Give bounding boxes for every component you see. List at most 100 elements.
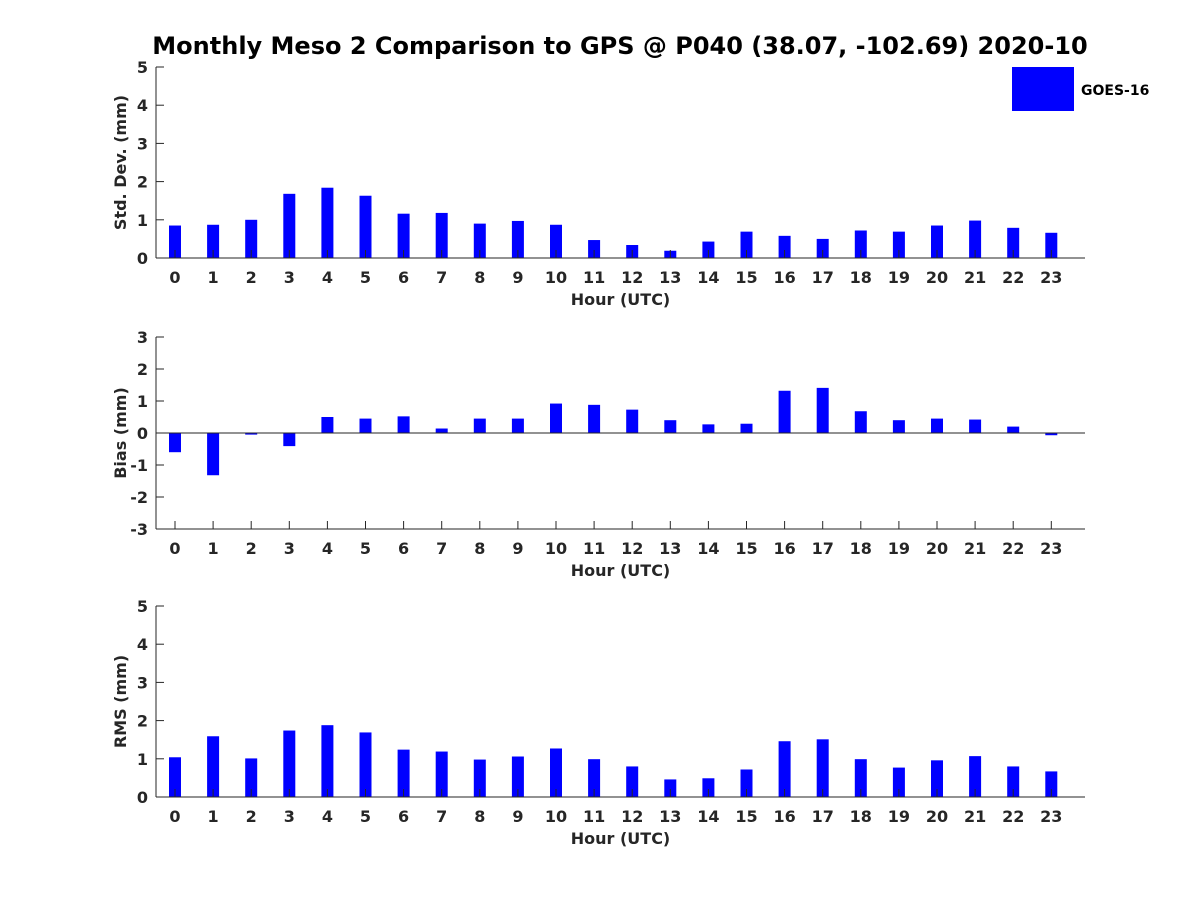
y-tick-label: 3 — [137, 673, 148, 692]
x-tick-label: 12 — [621, 268, 643, 287]
x-tick-label: 15 — [735, 268, 757, 287]
x-tick-label: 22 — [1002, 807, 1024, 826]
x-tick-label: 0 — [169, 807, 180, 826]
bar-hour-6 — [397, 213, 410, 258]
bar-hour-2 — [245, 219, 258, 258]
x-tick-label: 14 — [697, 539, 719, 558]
bar-hour-8 — [473, 418, 486, 433]
bar-hour-1 — [207, 736, 220, 797]
bar-hour-14 — [702, 424, 715, 433]
x-tick-label: 19 — [888, 539, 910, 558]
bar-hour-18 — [854, 759, 867, 797]
x-tick-label: 13 — [659, 268, 681, 287]
y-tick-label: 5 — [137, 58, 148, 77]
x-tick-label: 6 — [398, 807, 409, 826]
x-tick-label: 16 — [773, 807, 795, 826]
x-tick-label: 7 — [436, 807, 447, 826]
x-tick-label: 0 — [169, 268, 180, 287]
bar-hour-0 — [169, 433, 181, 453]
legend-label: GOES-16 — [1081, 83, 1149, 99]
x-tick-label: 5 — [360, 268, 371, 287]
y-tick-label: -1 — [130, 456, 148, 475]
bar-hour-20 — [931, 418, 943, 433]
bar-hour-3 — [283, 730, 296, 797]
bar-hour-14 — [702, 778, 715, 797]
bar-hour-15 — [740, 769, 753, 797]
y-tick-label: 1 — [137, 211, 148, 230]
x-tick-label: 9 — [512, 539, 523, 558]
bar-hour-8 — [473, 759, 486, 797]
x-tick-label: 19 — [888, 807, 910, 826]
bar-hour-9 — [511, 220, 524, 258]
y-tick-label: 4 — [137, 96, 148, 115]
bar-hour-15 — [740, 231, 753, 258]
bar-hour-18 — [854, 411, 867, 433]
y-tick-label: 2 — [137, 712, 148, 731]
bar-hour-10 — [550, 403, 562, 433]
x-tick-label: 9 — [512, 268, 523, 287]
x-tick-label: 1 — [208, 539, 219, 558]
bar-hour-3 — [283, 193, 296, 258]
bar-hour-21 — [969, 756, 982, 797]
x-tick-label: 12 — [621, 539, 643, 558]
bar-hour-1 — [207, 433, 220, 476]
bar-hour-15 — [740, 423, 753, 433]
bar-hour-10 — [550, 224, 562, 258]
x-tick-label: 23 — [1040, 539, 1062, 558]
legend-swatch — [1012, 67, 1074, 111]
y-axis-label: RMS (mm) — [111, 655, 130, 748]
bar-hour-8 — [473, 223, 486, 258]
bar-hour-23 — [1045, 232, 1058, 258]
x-tick-label: 1 — [208, 268, 219, 287]
x-tick-label: 10 — [545, 539, 567, 558]
x-tick-label: 12 — [621, 807, 643, 826]
x-tick-label: 4 — [322, 807, 333, 826]
bar-hour-2 — [245, 433, 258, 435]
x-tick-label: 18 — [850, 268, 872, 287]
bar-hour-7 — [435, 751, 448, 797]
legend: GOES-16 — [1012, 67, 1149, 111]
y-tick-label: -2 — [130, 488, 148, 507]
x-tick-label: 17 — [812, 268, 834, 287]
bar-hour-11 — [588, 240, 601, 258]
y-tick-label: 5 — [137, 597, 148, 616]
bar-hour-0 — [169, 225, 181, 258]
x-tick-label: 20 — [926, 268, 948, 287]
x-tick-label: 3 — [284, 539, 295, 558]
x-tick-label: 20 — [926, 807, 948, 826]
bar-hour-9 — [511, 756, 524, 797]
x-tick-label: 22 — [1002, 539, 1024, 558]
y-tick-label: 3 — [137, 134, 148, 153]
x-tick-label: 7 — [436, 539, 447, 558]
bar-hour-18 — [854, 230, 867, 258]
x-tick-label: 18 — [850, 539, 872, 558]
bar-hour-21 — [969, 419, 982, 433]
y-tick-label: 3 — [137, 328, 148, 347]
bar-hour-19 — [892, 231, 905, 258]
y-tick-label: 2 — [137, 360, 148, 379]
x-tick-label: 8 — [474, 539, 485, 558]
x-tick-label: 6 — [398, 268, 409, 287]
x-tick-label: 19 — [888, 268, 910, 287]
x-tick-label: 20 — [926, 539, 948, 558]
bar-hour-5 — [359, 418, 372, 433]
x-tick-label: 16 — [773, 539, 795, 558]
bar-hour-17 — [816, 739, 829, 797]
bar-hour-10 — [550, 748, 562, 797]
bar-hour-22 — [1007, 766, 1020, 797]
x-tick-label: 0 — [169, 539, 180, 558]
figure-title: Monthly Meso 2 Comparison to GPS @ P040 … — [152, 32, 1087, 60]
x-tick-label: 17 — [812, 539, 834, 558]
x-tick-label: 7 — [436, 268, 447, 287]
x-tick-label: 21 — [964, 807, 986, 826]
bar-hour-11 — [588, 759, 601, 797]
x-tick-label: 1 — [208, 807, 219, 826]
bar-hour-23 — [1045, 771, 1058, 797]
y-tick-label: 0 — [137, 424, 148, 443]
x-tick-label: 15 — [735, 539, 757, 558]
x-tick-label: 2 — [246, 807, 257, 826]
bar-hour-20 — [931, 760, 943, 797]
